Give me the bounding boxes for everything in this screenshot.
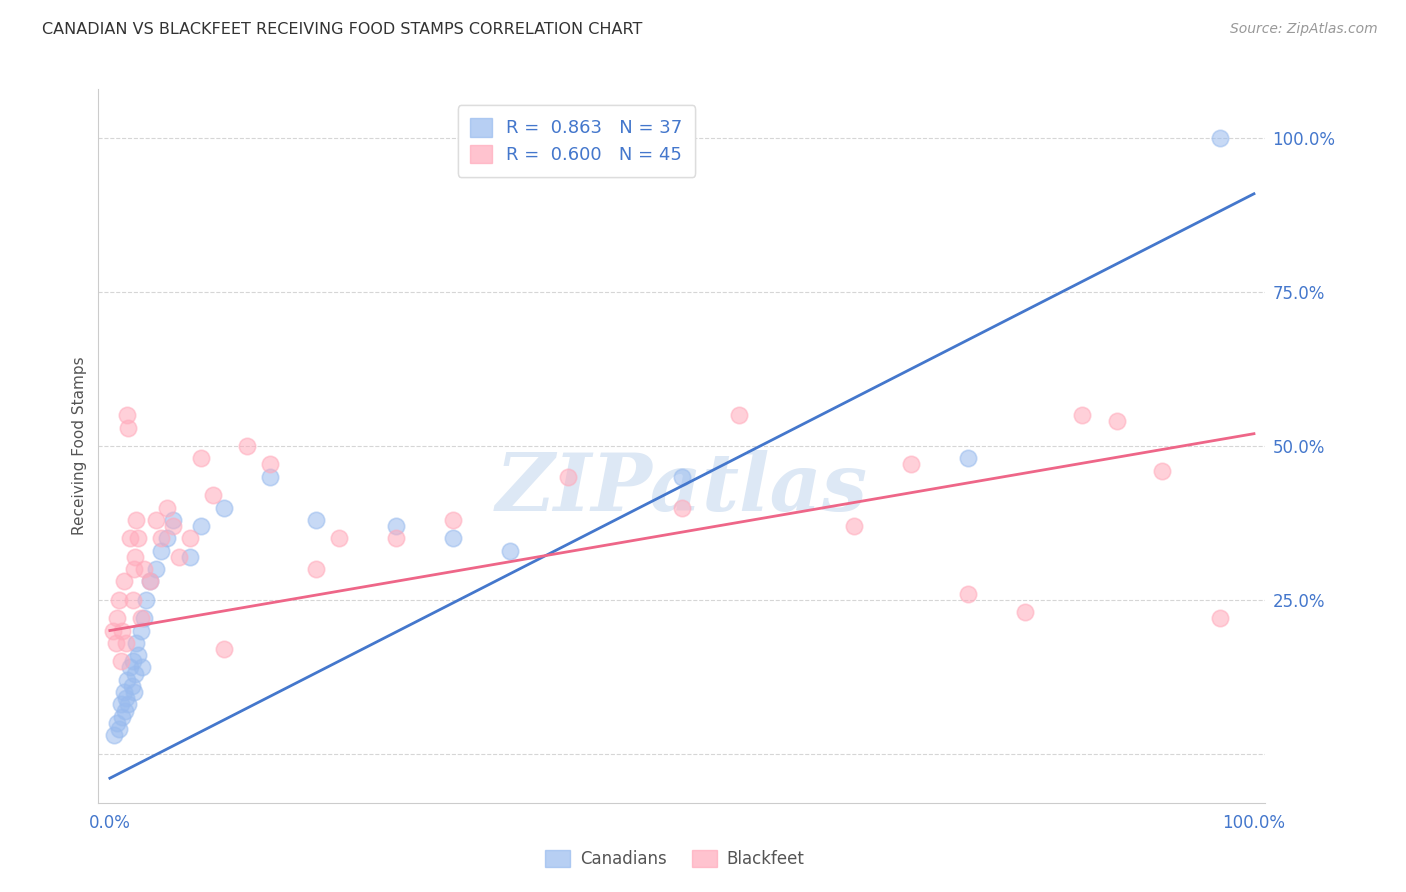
Point xyxy=(190,519,212,533)
Point xyxy=(112,685,135,699)
Point xyxy=(441,531,464,545)
Point xyxy=(156,500,179,515)
Point xyxy=(131,660,153,674)
Point xyxy=(167,549,190,564)
Point xyxy=(1208,611,1230,625)
Point xyxy=(103,624,125,638)
Point xyxy=(135,592,157,607)
Point xyxy=(842,519,865,533)
Point xyxy=(671,500,693,515)
Point xyxy=(120,660,142,674)
Point xyxy=(114,704,136,718)
Point xyxy=(150,531,173,545)
Point xyxy=(499,543,522,558)
Point xyxy=(124,666,146,681)
Point xyxy=(115,691,138,706)
Point xyxy=(162,519,184,533)
Point xyxy=(956,451,979,466)
Point xyxy=(139,574,162,589)
Point xyxy=(1105,414,1128,428)
Point xyxy=(108,592,131,607)
Point xyxy=(115,409,138,423)
Point xyxy=(127,531,149,545)
Point xyxy=(127,648,149,662)
Point xyxy=(385,519,408,533)
Point xyxy=(124,549,146,564)
Point xyxy=(139,574,162,589)
Point xyxy=(259,458,281,472)
Point xyxy=(110,654,132,668)
Point xyxy=(122,685,145,699)
Point xyxy=(145,513,167,527)
Point xyxy=(162,513,184,527)
Point xyxy=(385,531,408,545)
Point xyxy=(156,531,179,545)
Point xyxy=(115,636,138,650)
Point xyxy=(121,679,143,693)
Point xyxy=(179,531,201,545)
Point xyxy=(305,513,328,527)
Point xyxy=(728,409,751,423)
Point xyxy=(1208,131,1230,145)
Point xyxy=(1014,605,1036,619)
Point xyxy=(557,469,579,483)
Point xyxy=(104,636,127,650)
Point xyxy=(125,513,148,527)
Point xyxy=(671,469,693,483)
Text: CANADIAN VS BLACKFEET RECEIVING FOOD STAMPS CORRELATION CHART: CANADIAN VS BLACKFEET RECEIVING FOOD STA… xyxy=(42,22,643,37)
Point xyxy=(103,728,125,742)
Point xyxy=(112,574,135,589)
Text: Source: ZipAtlas.com: Source: ZipAtlas.com xyxy=(1230,22,1378,37)
Point xyxy=(190,451,212,466)
Point xyxy=(214,642,236,657)
Point xyxy=(122,562,145,576)
Y-axis label: Receiving Food Stamps: Receiving Food Stamps xyxy=(72,357,87,535)
Point xyxy=(105,611,128,625)
Point xyxy=(117,698,139,712)
Point xyxy=(214,500,236,515)
Point xyxy=(120,531,142,545)
Point xyxy=(129,624,152,638)
Point xyxy=(121,654,143,668)
Point xyxy=(150,543,173,558)
Point xyxy=(117,420,139,434)
Point xyxy=(115,673,138,687)
Point xyxy=(134,562,156,576)
Point xyxy=(900,458,922,472)
Point xyxy=(201,488,224,502)
Point xyxy=(145,562,167,576)
Point xyxy=(110,698,132,712)
Point xyxy=(956,587,979,601)
Point xyxy=(134,611,156,625)
Point xyxy=(179,549,201,564)
Point xyxy=(121,592,143,607)
Legend: R =  0.863   N = 37, R =  0.600   N = 45: R = 0.863 N = 37, R = 0.600 N = 45 xyxy=(457,105,695,177)
Point xyxy=(1071,409,1094,423)
Point xyxy=(105,715,128,730)
Point xyxy=(305,562,328,576)
Point xyxy=(125,636,148,650)
Point xyxy=(259,469,281,483)
Point xyxy=(441,513,464,527)
Point xyxy=(129,611,152,625)
Text: ZIPatlas: ZIPatlas xyxy=(496,450,868,527)
Legend: Canadians, Blackfeet: Canadians, Blackfeet xyxy=(538,843,811,875)
Point xyxy=(111,709,134,723)
Point xyxy=(111,624,134,638)
Point xyxy=(328,531,350,545)
Point xyxy=(1152,464,1174,478)
Point xyxy=(108,722,131,736)
Point xyxy=(236,439,259,453)
